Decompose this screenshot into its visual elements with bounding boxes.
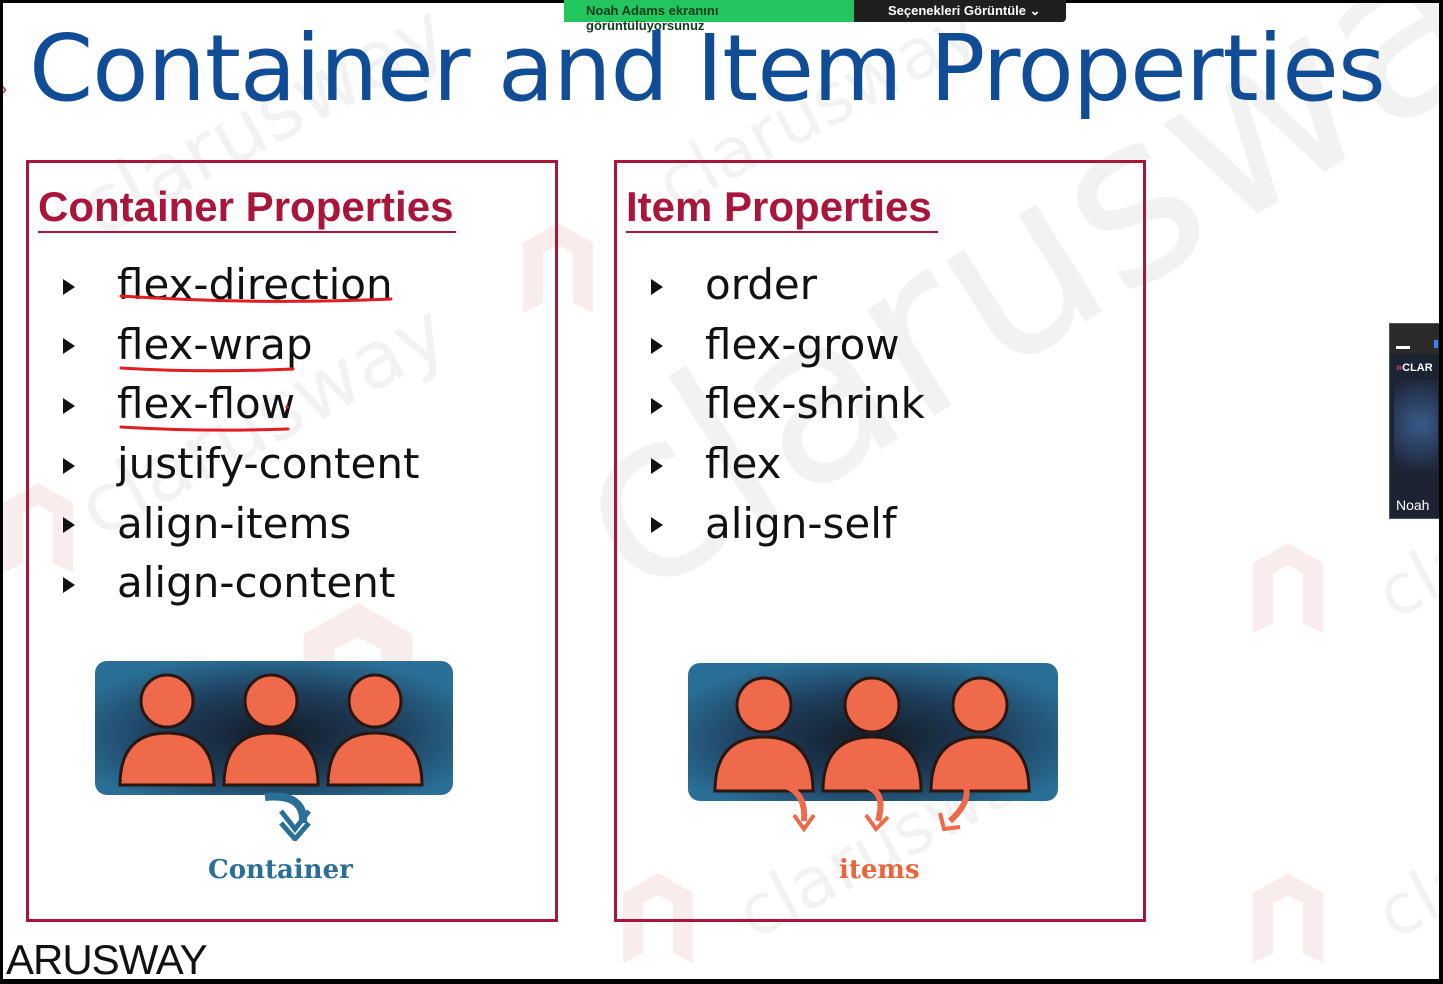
- slide-frame: clarusway clarusway clarusway clarusway …: [3, 3, 1439, 979]
- watermark-logo-icon: [1253, 873, 1323, 963]
- screen-share-banner: Noah Adams ekranını görüntülüyorsunuz Se…: [564, 0, 1066, 33]
- container-caption: Container: [208, 855, 353, 885]
- watermark-small: clarusway: [1363, 717, 1439, 956]
- bullet-icon: [63, 457, 75, 474]
- watermark-logo-icon: [1253, 543, 1323, 633]
- items-illustration: [688, 663, 1058, 833]
- bullet-icon: [651, 278, 663, 295]
- container-properties-list: flex-direction flex-wrap flex-flow justi…: [63, 255, 419, 613]
- bullet-icon: [651, 397, 663, 414]
- arrow-down-icon: [264, 792, 311, 841]
- list-item-label: flex-wrap: [117, 319, 313, 369]
- bullet-icon: [63, 517, 75, 534]
- list-item: order: [651, 255, 925, 315]
- list-item-label: flex: [705, 439, 782, 489]
- list-item: flex-grow: [651, 315, 925, 375]
- list-item: flex: [651, 434, 925, 494]
- list-item: align-self: [651, 493, 925, 553]
- list-item-label: flex-shrink: [705, 379, 925, 429]
- bullet-icon: [651, 457, 663, 474]
- bullet-icon: [651, 338, 663, 355]
- video-indicator-icon: [1434, 340, 1438, 348]
- participant-name: Noah: [1396, 497, 1430, 513]
- sharing-status: Noah Adams ekranını görüntülüyorsunuz: [564, 0, 854, 33]
- bullet-icon: [63, 397, 75, 414]
- item-properties-list: order flex-grow flex-shrink flex align-s…: [651, 255, 925, 553]
- person-icon: [118, 673, 216, 787]
- list-item: flex-flow: [63, 374, 419, 434]
- view-options-label: Seçenekleri Görüntüle: [888, 3, 1026, 18]
- list-item: flex-shrink: [651, 374, 925, 434]
- list-item: align-items: [63, 493, 419, 553]
- list-item: flex-wrap: [63, 315, 419, 375]
- chevron-down-icon: ⌄: [1029, 3, 1041, 18]
- person-icon: [222, 673, 320, 787]
- person-icon: [821, 676, 923, 793]
- brand-footer: ARUSWAY: [6, 936, 208, 979]
- container-properties-panel: Container Properties flex-direction flex…: [26, 160, 558, 922]
- list-item-label: order: [705, 260, 817, 310]
- slide-title: Container and Item Properties: [29, 15, 1386, 122]
- person-icon: [929, 676, 1031, 793]
- chevron-double-right-icon: »: [1396, 362, 1403, 374]
- person-icon: [326, 673, 424, 787]
- list-item: align-content: [63, 553, 419, 613]
- annotation-underline: [119, 294, 393, 303]
- bullet-icon: [651, 517, 663, 534]
- list-item-label: flex-flow: [117, 379, 296, 429]
- person-icon: [713, 676, 815, 793]
- bullet-icon: [63, 278, 75, 295]
- container-properties-heading: Container Properties: [38, 183, 456, 233]
- annotation-underline: [119, 366, 295, 373]
- video-logo: »CLAR: [1396, 362, 1433, 374]
- list-item-label: align-items: [117, 498, 352, 548]
- item-properties-panel: Item Properties order flex-grow flex-shr…: [614, 160, 1146, 922]
- list-item-label: align-content: [117, 558, 396, 608]
- video-logo-text: CLAR: [1402, 362, 1433, 374]
- list-item: justify-content: [63, 434, 419, 494]
- arrow-down-icon: [786, 784, 816, 833]
- item-properties-heading: Item Properties: [626, 183, 938, 233]
- participant-video-thumbnail[interactable]: »CLAR Noah: [1389, 323, 1439, 519]
- chevron-right-icon: ›: [3, 79, 7, 100]
- arrow-down-icon: [938, 786, 970, 832]
- annotation-underline: [119, 425, 290, 432]
- list-item-label: justify-content: [117, 439, 420, 489]
- minimize-icon[interactable]: [1396, 346, 1410, 349]
- annotation-underlines: [119, 294, 393, 432]
- items-caption: items: [839, 855, 920, 885]
- container-illustration: [95, 661, 453, 841]
- bullet-icon: [63, 338, 75, 355]
- arrow-down-icon: [864, 784, 890, 833]
- list-item-label: align-self: [705, 498, 897, 548]
- participant-video-feed: [1394, 380, 1438, 490]
- view-options-button[interactable]: Seçenekleri Görüntüle ⌄: [854, 0, 1066, 22]
- list-item-label: flex-grow: [705, 319, 900, 369]
- thumbnail-toolbar: [1390, 324, 1439, 354]
- annotation-dot: [285, 405, 289, 409]
- bullet-icon: [63, 576, 75, 593]
